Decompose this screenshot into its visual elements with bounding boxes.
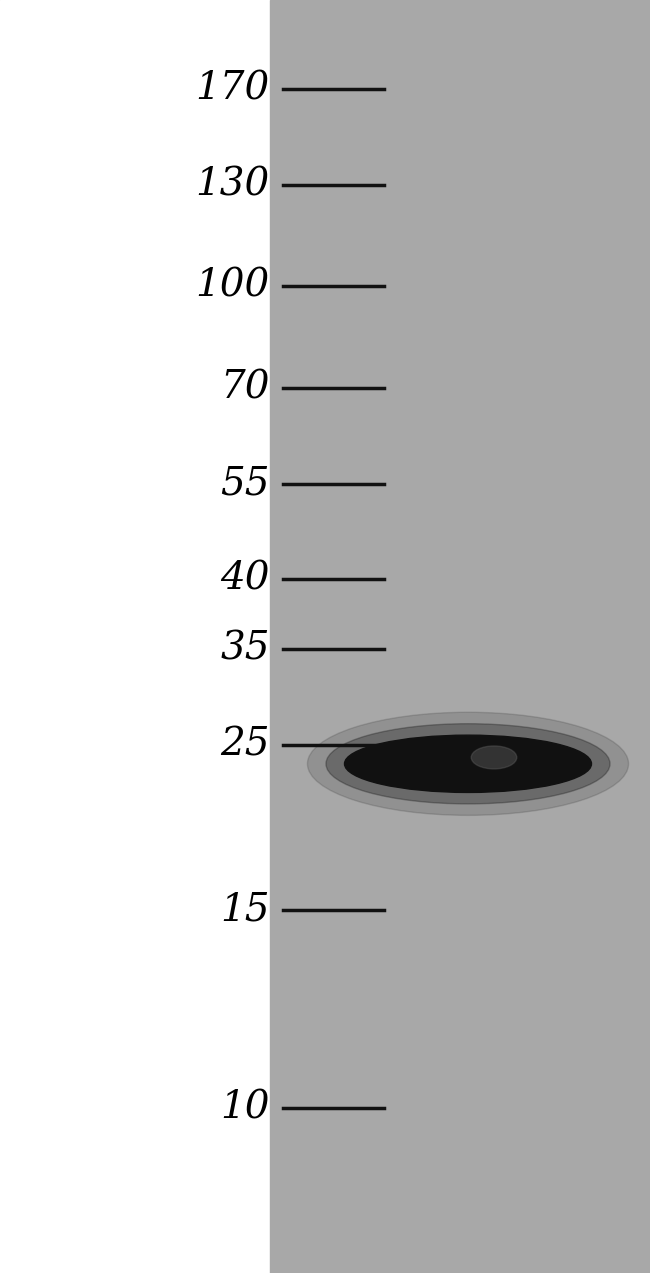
Text: 15: 15 xyxy=(220,891,270,929)
Bar xyxy=(0,0,270,1273)
Text: 40: 40 xyxy=(220,560,270,598)
Ellipse shape xyxy=(471,746,517,769)
Ellipse shape xyxy=(344,736,592,792)
Bar xyxy=(270,0,650,1273)
Text: 55: 55 xyxy=(220,465,270,503)
Text: 10: 10 xyxy=(220,1088,270,1127)
Text: 130: 130 xyxy=(196,165,270,204)
Ellipse shape xyxy=(307,713,629,816)
Text: 100: 100 xyxy=(196,267,270,306)
Text: 170: 170 xyxy=(196,70,270,108)
Text: 35: 35 xyxy=(220,630,270,668)
Ellipse shape xyxy=(326,723,610,805)
Text: 25: 25 xyxy=(220,726,270,764)
Text: 70: 70 xyxy=(220,369,270,407)
